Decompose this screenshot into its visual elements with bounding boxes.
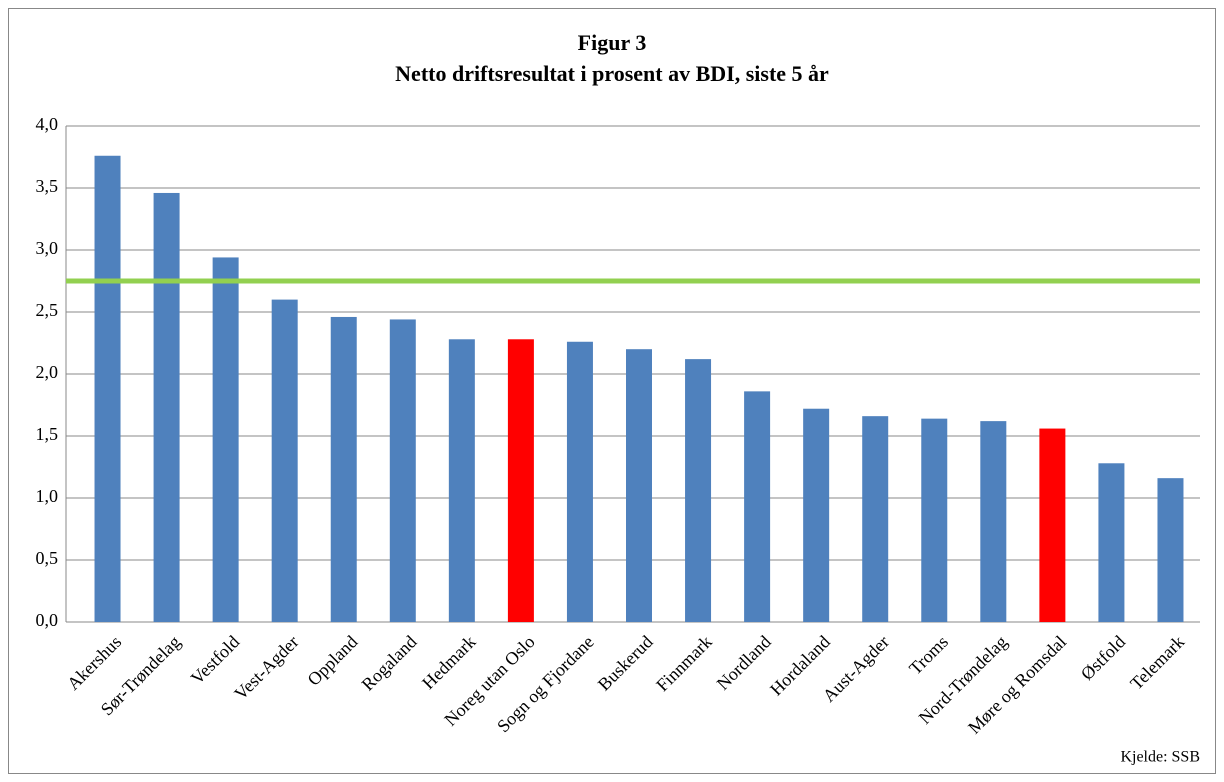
bar xyxy=(153,192,180,622)
frame xyxy=(8,8,1216,774)
y-tick-label: 0,5 xyxy=(36,548,59,568)
bar xyxy=(685,359,712,622)
bar xyxy=(94,155,121,622)
bar xyxy=(921,418,948,622)
y-tick-label: 2,0 xyxy=(36,362,59,382)
bar xyxy=(626,349,652,622)
bar xyxy=(1039,428,1066,622)
y-tick-label: 2,5 xyxy=(36,300,59,320)
chart-title: Figur 3 xyxy=(578,30,647,55)
y-tick-label: 1,5 xyxy=(36,424,59,444)
bar xyxy=(1098,463,1125,622)
bar xyxy=(980,421,1007,622)
source-note: Kjelde: SSB xyxy=(1120,749,1200,766)
y-tick-label: 4,0 xyxy=(36,114,59,134)
chart-subtitle: Netto driftsresultat i prosent av BDI, s… xyxy=(395,61,829,86)
bar xyxy=(803,408,830,622)
bar xyxy=(448,339,475,622)
bar xyxy=(862,416,889,622)
bar xyxy=(566,341,593,622)
bar xyxy=(744,391,771,622)
y-tick-label: 0,0 xyxy=(36,610,59,630)
bar xyxy=(271,299,298,622)
y-tick-label: 1,0 xyxy=(36,486,59,506)
y-tick-label: 3,5 xyxy=(36,176,59,196)
bar xyxy=(212,257,239,622)
bar xyxy=(330,316,357,622)
y-tick-label: 3,0 xyxy=(36,238,59,258)
bar xyxy=(389,319,416,622)
bar xyxy=(507,339,534,622)
bar xyxy=(1157,478,1184,622)
